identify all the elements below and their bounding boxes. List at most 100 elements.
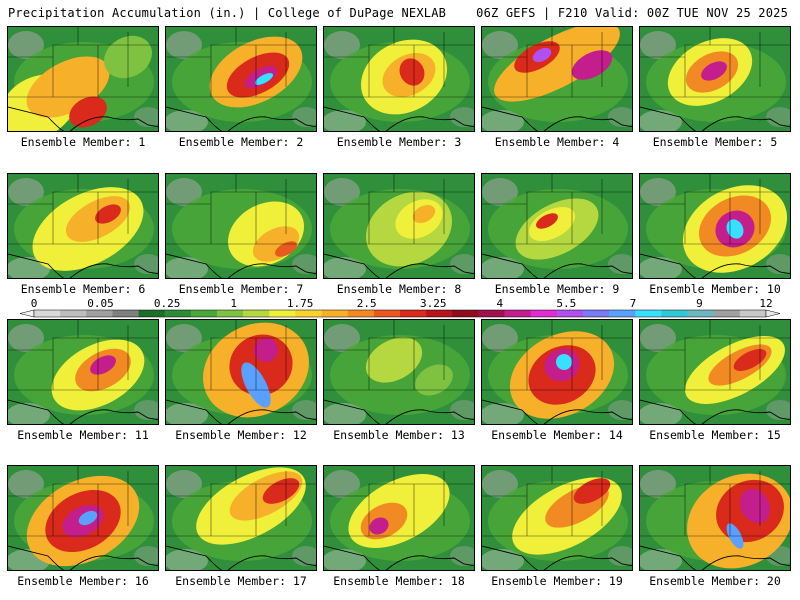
ensemble-member-map bbox=[481, 173, 633, 279]
colorbar-swatch bbox=[452, 310, 479, 317]
colorbar-swatch bbox=[504, 310, 532, 317]
colorbar-tick-label: 3.25 bbox=[420, 297, 447, 310]
ensemble-member-label: Ensemble Member: 15 bbox=[649, 428, 781, 442]
precipitation-map bbox=[166, 320, 316, 424]
colorbar-swatch bbox=[400, 310, 427, 317]
colorbar-swatch bbox=[138, 310, 166, 317]
precipitation-map bbox=[640, 27, 790, 131]
ensemble-member-map bbox=[7, 26, 159, 132]
colorbar-right-arrow bbox=[765, 309, 781, 318]
ensemble-member-map bbox=[165, 26, 317, 132]
ensemble-member-map bbox=[7, 173, 159, 279]
ensemble-member-label: Ensemble Member: 19 bbox=[491, 574, 623, 588]
colorbar-swatch bbox=[373, 310, 401, 317]
ensemble-member-label: Ensemble Member: 16 bbox=[17, 574, 149, 588]
ensemble-member-map bbox=[323, 26, 475, 132]
ensemble-member-label: Ensemble Member: 18 bbox=[333, 574, 465, 588]
colorbar-swatch bbox=[739, 310, 767, 317]
ensemble-member-label: Ensemble Member: 17 bbox=[175, 574, 307, 588]
colorbar-swatch bbox=[86, 310, 113, 317]
colorbar-swatch bbox=[321, 310, 349, 317]
ensemble-member-map bbox=[639, 26, 791, 132]
colorbar-swatch bbox=[478, 310, 505, 317]
colorbar-swatch bbox=[347, 310, 375, 317]
ensemble-member-label: Ensemble Member: 5 bbox=[652, 135, 778, 149]
ensemble-member-map bbox=[323, 465, 475, 571]
colorbar-swatch bbox=[269, 310, 296, 317]
precipitation-map bbox=[324, 320, 474, 424]
colorbar-tick-label: 4 bbox=[497, 297, 504, 310]
ensemble-member-label: Ensemble Member: 7 bbox=[178, 282, 304, 296]
colorbar-swatch bbox=[164, 310, 192, 317]
ensemble-member-map bbox=[481, 465, 633, 571]
precipitation-map bbox=[640, 174, 790, 278]
colorbar-tick-label: 1.75 bbox=[287, 297, 314, 310]
precipitation-map bbox=[482, 320, 632, 424]
colorbar-tick-label: 2.5 bbox=[357, 297, 377, 310]
ensemble-member-map bbox=[7, 465, 159, 571]
ensemble-member-label: Ensemble Member: 9 bbox=[494, 282, 620, 296]
precipitation-map bbox=[482, 174, 632, 278]
precipitation-map bbox=[8, 174, 158, 278]
ensemble-member-label: Ensemble Member: 2 bbox=[178, 135, 304, 149]
colorbar-swatch bbox=[635, 310, 662, 317]
colorbar-swatch bbox=[243, 310, 270, 317]
ensemble-member-label: Ensemble Member: 20 bbox=[649, 574, 781, 588]
ensemble-member-label: Ensemble Member: 13 bbox=[333, 428, 465, 442]
colorbar-tick-label: 12 bbox=[759, 297, 772, 310]
colorbar-tick-label: 5.5 bbox=[556, 297, 576, 310]
ensemble-member-label: Ensemble Member: 11 bbox=[17, 428, 149, 442]
colorbar-swatch bbox=[713, 310, 741, 317]
precipitation-map bbox=[166, 174, 316, 278]
precipitation-map bbox=[482, 466, 632, 570]
colorbar-swatch bbox=[583, 310, 610, 317]
ensemble-member-label: Ensemble Member: 8 bbox=[336, 282, 462, 296]
ensemble-member-label: Ensemble Member: 1 bbox=[20, 135, 146, 149]
ensemble-member-map bbox=[165, 465, 317, 571]
colorbar-swatch bbox=[34, 310, 61, 317]
colorbar-swatch bbox=[426, 310, 453, 317]
ensemble-member-map bbox=[323, 319, 475, 425]
colorbar-swatch bbox=[609, 310, 636, 317]
ensemble-member-label: Ensemble Member: 12 bbox=[175, 428, 307, 442]
colorbar-tick-label: 1 bbox=[230, 297, 237, 310]
ensemble-member-label: Ensemble Member: 3 bbox=[336, 135, 462, 149]
precipitation-map bbox=[324, 174, 474, 278]
colorbar-swatch bbox=[687, 310, 715, 317]
precipitation-map bbox=[8, 320, 158, 424]
precipitation-map bbox=[8, 466, 158, 570]
precipitation-map bbox=[324, 27, 474, 131]
colorbar-tick-label: 0 bbox=[31, 297, 38, 310]
ensemble-member-label: Ensemble Member: 6 bbox=[20, 282, 146, 296]
ensemble-member-map bbox=[165, 173, 317, 279]
colorbar-swatch bbox=[217, 310, 244, 317]
ensemble-member-map bbox=[7, 319, 159, 425]
colorbar-swatch bbox=[661, 310, 688, 317]
ensemble-member-map bbox=[165, 319, 317, 425]
colorbar-swatch bbox=[530, 310, 558, 317]
precipitation-map bbox=[640, 466, 790, 570]
precipitation-map bbox=[324, 466, 474, 570]
precipitation-map bbox=[166, 27, 316, 131]
precipitation-map bbox=[8, 27, 158, 131]
ensemble-member-map bbox=[481, 26, 633, 132]
ensemble-member-map bbox=[481, 319, 633, 425]
model-run-valid-time: 06Z GEFS | F210 Valid: 00Z TUE NOV 25 20… bbox=[476, 6, 788, 20]
ensemble-member-label: Ensemble Member: 10 bbox=[649, 282, 781, 296]
precipitation-map bbox=[166, 466, 316, 570]
precipitation-colorbar: 0 0.05 0.25 1 1.75 2.5 3.25 4 5.5 7 9 12 bbox=[19, 297, 781, 318]
colorbar-tick-label: 0.05 bbox=[87, 297, 114, 310]
precipitation-map bbox=[640, 320, 790, 424]
colorbar-swatch bbox=[556, 310, 584, 317]
colorbar-swatch bbox=[190, 310, 218, 317]
colorbar-swatch bbox=[295, 310, 322, 317]
ensemble-member-label: Ensemble Member: 4 bbox=[494, 135, 620, 149]
ensemble-member-map bbox=[639, 319, 791, 425]
colorbar-tick-label: 9 bbox=[696, 297, 703, 310]
map-title: Precipitation Accumulation (in.) | Colle… bbox=[8, 6, 447, 20]
colorbar-left-arrow bbox=[19, 309, 35, 318]
colorbar-swatch bbox=[112, 310, 139, 317]
ensemble-member-label: Ensemble Member: 14 bbox=[491, 428, 623, 442]
ensemble-member-map bbox=[323, 173, 475, 279]
colorbar-tick-label: 7 bbox=[630, 297, 637, 310]
